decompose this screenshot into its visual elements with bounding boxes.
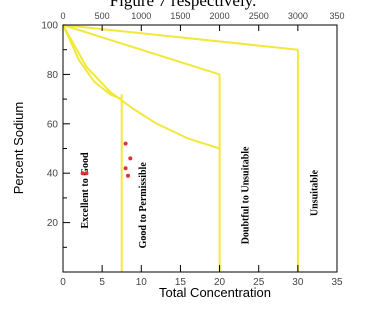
- x-tick-label-5: 25: [253, 277, 265, 288]
- region-label-3: Unsuitable: [309, 169, 320, 216]
- x-tick-label-6: 30: [292, 277, 304, 288]
- x2-tick-label-0: 0: [60, 11, 65, 21]
- x-tick-label-7: 35: [331, 277, 343, 288]
- x-tick-label-1: 5: [99, 277, 105, 288]
- x2-tick-label-1: 500: [95, 11, 110, 21]
- y-axis-title: Percent Sodium: [11, 102, 26, 195]
- axis-ticks: [62, 24, 338, 273]
- x2-tick-label-4: 2000: [210, 11, 230, 21]
- x-tick-label-3: 15: [175, 277, 187, 288]
- boundary-line-5: [62, 24, 220, 76]
- x-tick-label-2: 10: [136, 277, 148, 288]
- y-tick-label-3: 60: [47, 119, 59, 130]
- x-tick-label-0: 0: [60, 277, 66, 288]
- y-tick-label-1: 20: [47, 218, 59, 229]
- region-label-2: Doubtful to Unsuitable: [241, 146, 252, 244]
- region-label-1: Good to Permissible: [138, 162, 149, 249]
- data-point-0: [80, 171, 85, 176]
- data-point-4: [126, 173, 130, 178]
- x-axis-title: Total Concentration: [159, 285, 271, 300]
- data-point-3: [123, 166, 128, 171]
- figure-caption-fragment: Figure 7 respectively.: [109, 0, 257, 10]
- region-label-0: Excellent to Good: [80, 152, 91, 229]
- sample-points: [80, 141, 133, 178]
- boundary-line-4: [62, 24, 220, 150]
- data-point-2: [123, 141, 128, 146]
- y-tick-label-4: 80: [47, 70, 59, 81]
- x2-tick-label-3: 1500: [170, 11, 190, 21]
- x2-tick-label-5: 2500: [249, 11, 269, 21]
- region-labels: Excellent to Good Good to Permissible Doub…: [80, 146, 320, 248]
- plot-area-background: [63, 25, 337, 272]
- boundary-line-3: [62, 24, 123, 101]
- x2-tick-label-7: 350: [329, 11, 344, 21]
- data-point-1: [84, 171, 89, 176]
- data-point-5: [128, 156, 133, 161]
- x-tick-label-4: 20: [214, 277, 226, 288]
- x2-tick-label-2: 1000: [131, 11, 151, 21]
- y-tick-label-2: 40: [47, 169, 59, 180]
- y-tick-label-5: 100: [41, 21, 58, 32]
- x2-tick-label-6: 3000: [288, 11, 308, 21]
